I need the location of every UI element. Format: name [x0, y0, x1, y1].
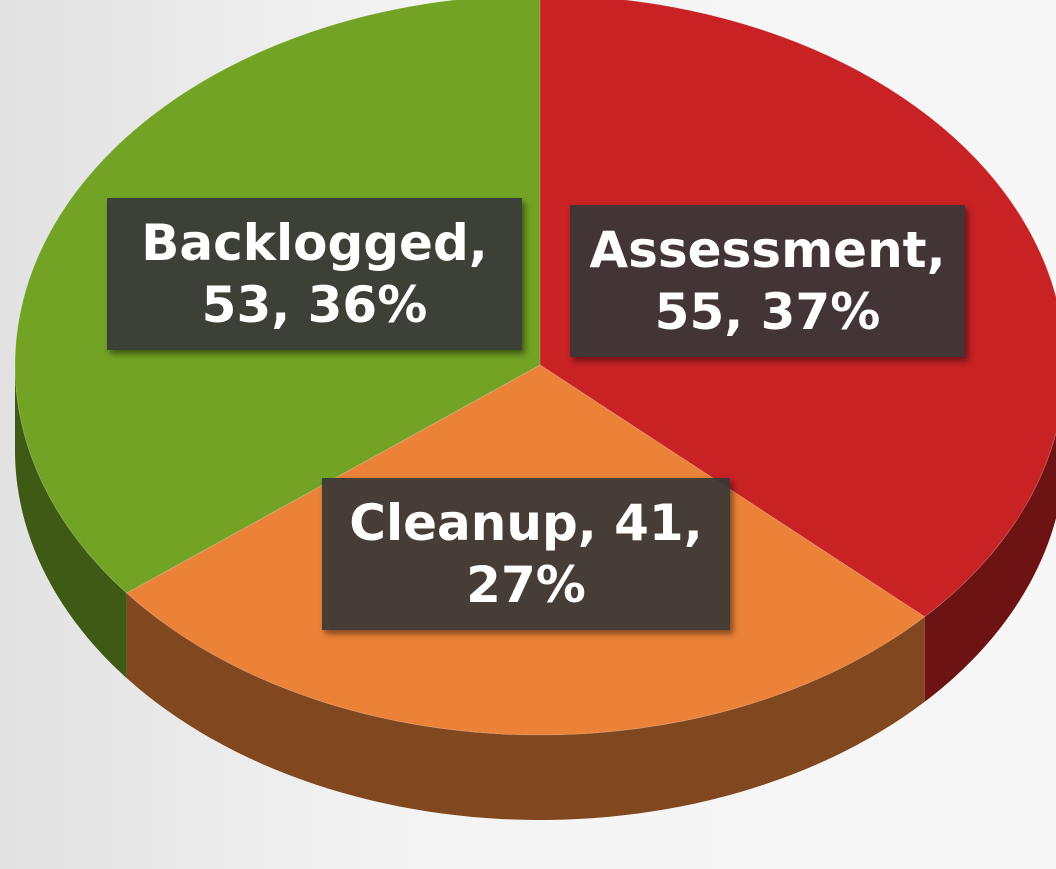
pie-side: [15, 365, 127, 679]
data-label: Assessment, 55, 37%: [570, 205, 965, 357]
pie-side: [126, 593, 925, 820]
pie-side: [924, 433, 1056, 702]
data-label: Cleanup, 41, 27%: [322, 478, 730, 630]
data-label: Backlogged, 53, 36%: [107, 198, 522, 350]
